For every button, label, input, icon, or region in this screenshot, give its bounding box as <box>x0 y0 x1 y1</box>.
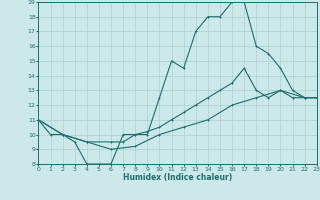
X-axis label: Humidex (Indice chaleur): Humidex (Indice chaleur) <box>123 173 232 182</box>
